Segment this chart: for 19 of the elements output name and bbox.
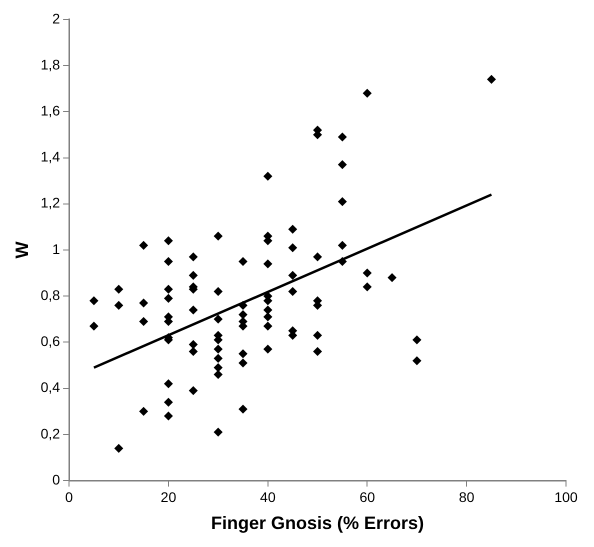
y-tick-label: 0,4 [40, 379, 60, 396]
x-tick-label: 80 [458, 488, 475, 505]
y-tick-label: 1,4 [40, 148, 60, 165]
y-axis-title: W [12, 242, 32, 258]
y-tick-label: 0,8 [40, 286, 60, 303]
y-tick-label: 0,2 [40, 425, 60, 442]
x-tick-label: 40 [260, 488, 276, 505]
y-tick-label: 1,2 [40, 194, 60, 211]
y-tick-label: 0,6 [40, 333, 60, 350]
y-tick-label: 2 [52, 10, 60, 26]
y-tick-label: 1,6 [40, 102, 60, 118]
x-tick-label: 60 [359, 488, 376, 505]
y-tick-label: 1,8 [40, 56, 60, 72]
x-tick-label: 100 [554, 488, 578, 505]
x-axis-title: Finger Gnosis (% Errors) [211, 513, 424, 534]
x-tick-label: 20 [160, 488, 176, 505]
x-tick-label: 0 [65, 488, 74, 505]
y-tick-label: 1 [52, 240, 60, 257]
y-tick-label: 0 [52, 471, 60, 488]
